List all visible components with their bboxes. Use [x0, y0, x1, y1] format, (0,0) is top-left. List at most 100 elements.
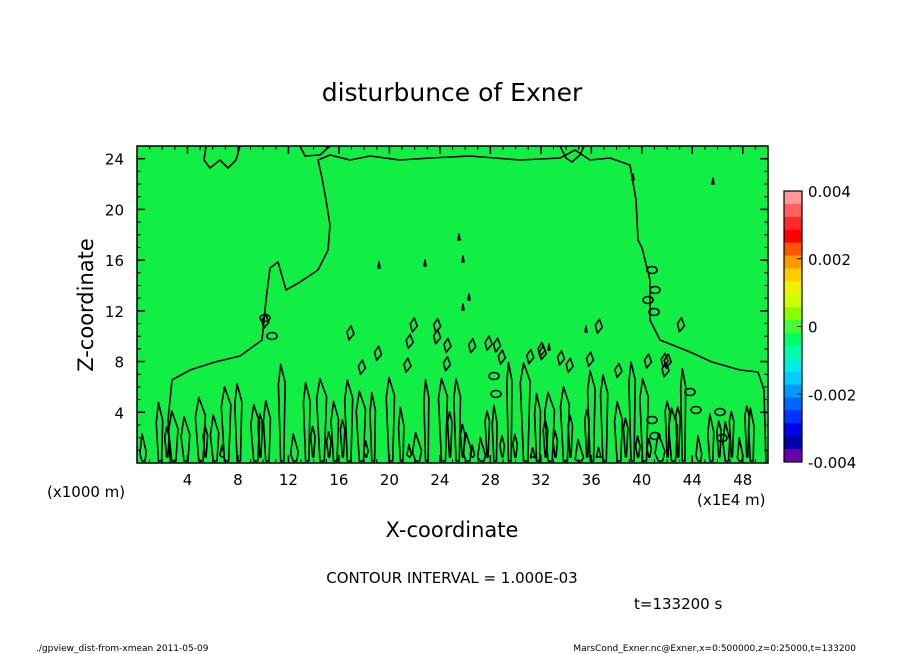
- colorbar-swatch: [784, 281, 802, 295]
- contour-cell: [459, 423, 466, 458]
- contour-cell: [559, 386, 571, 462]
- y-tick-label: 12: [105, 303, 124, 321]
- x-axis: 4 8 12 16 20 24 28 32 36 40 44 48: [149, 146, 756, 489]
- contour-ellipse: [714, 407, 726, 417]
- contour-cell: [462, 432, 473, 462]
- contour-cell: [491, 404, 498, 462]
- colorbar-swatch: [784, 436, 802, 450]
- contour-cell: [543, 391, 556, 462]
- contour-blob: [660, 352, 669, 369]
- contour-blob: [585, 351, 595, 367]
- contour-cell: [385, 376, 396, 462]
- contour-blob: [643, 353, 653, 369]
- contour-cell: [743, 405, 751, 458]
- x-tick-label: 16: [329, 471, 348, 489]
- contour-ellipse: [259, 313, 271, 323]
- contour-ellipse: [488, 371, 500, 381]
- colorbar-swatch: [784, 397, 802, 411]
- contour-cell: [139, 432, 147, 462]
- colorbar-swatch: [784, 410, 802, 424]
- contour-cell: [355, 390, 367, 462]
- contour-blob: [484, 335, 493, 351]
- contour-cell: [707, 413, 715, 462]
- contour-interval-text: CONTOUR INTERVAL = 1.000E-03: [326, 569, 577, 587]
- colorbar-swatch: [784, 332, 802, 347]
- x-tick-label: 32: [531, 471, 550, 489]
- contour-cell: [249, 403, 261, 462]
- contour-cell: [369, 391, 377, 462]
- contour-cell: [452, 378, 462, 462]
- colorbar-swatch: [784, 242, 802, 257]
- colorbar-swatch: [784, 449, 802, 463]
- contour-cell: [257, 412, 264, 458]
- contour-cell: [476, 436, 487, 462]
- y-axis-label: Z-coordinate: [74, 238, 98, 372]
- contour-blob: [443, 337, 452, 354]
- colorbar-swatch: [784, 423, 802, 437]
- contour-cell: [469, 444, 476, 458]
- contour-line: [299, 145, 331, 157]
- contour-cell: [302, 381, 311, 462]
- contour-ellipse: [684, 387, 696, 397]
- contour-cell: [155, 401, 164, 462]
- contour-ellipse: [266, 331, 278, 341]
- contour-mark: [377, 261, 381, 269]
- contour-blob: [346, 325, 355, 341]
- x-tick-label: 4: [183, 471, 193, 489]
- contour-blob: [442, 355, 452, 372]
- y-tick-label: 24: [105, 151, 124, 169]
- contour-cell: [529, 446, 536, 459]
- contour-mark: [584, 325, 588, 333]
- contour-blob: [260, 313, 270, 330]
- contour-ellipse: [649, 285, 661, 295]
- contour-cell: [674, 405, 681, 458]
- contour-cell: [595, 446, 602, 459]
- contour-cell: [202, 424, 209, 458]
- contour-blob: [525, 348, 535, 365]
- colorbar-swatch: [784, 320, 802, 334]
- x-tick-label: 12: [279, 471, 298, 489]
- contour-blob: [357, 359, 367, 376]
- contour-mark: [461, 303, 465, 311]
- contour-cell: [736, 437, 744, 462]
- contour-cell: [654, 432, 666, 462]
- contour-mark: [547, 343, 551, 351]
- contour-cell: [330, 400, 340, 462]
- x-tick-label: 8: [233, 471, 243, 489]
- contour-cell: [695, 434, 703, 462]
- colorbar-swatch: [784, 216, 802, 231]
- contour-blob: [403, 357, 412, 373]
- contour-line: [203, 145, 241, 169]
- contour-ellipse: [716, 433, 728, 443]
- contour-cell: [362, 440, 369, 458]
- contour-cell: [484, 410, 491, 458]
- colorbar: 0.004 0.002 0 -0.002 -0.004: [783, 183, 856, 472]
- contour-cell: [315, 377, 328, 462]
- contour-cell: [339, 419, 346, 458]
- footer-left: ./gpview_dist-from-xmean 2011-05-09: [36, 644, 209, 654]
- y-tick-label: 16: [105, 252, 124, 270]
- y-axis: 4 8 12 16 20 24: [105, 151, 768, 451]
- colorbar-tick-label: -0.004: [808, 454, 856, 472]
- y-tick-label: 20: [105, 201, 124, 219]
- contour-cell: [639, 378, 650, 462]
- contour-line: [559, 145, 585, 163]
- contour-cell: [262, 399, 272, 462]
- contour-ellipse: [648, 307, 660, 317]
- contour-cell: [722, 421, 731, 462]
- y-tick-label: 4: [114, 404, 124, 422]
- contour-cell: [437, 377, 449, 462]
- contour-cell: [194, 396, 207, 462]
- contour-blob: [409, 317, 419, 333]
- x-tick-label: 24: [430, 471, 449, 489]
- colorbar-tick-label: 0: [808, 319, 818, 337]
- contour-blob: [565, 357, 574, 374]
- x-tick-label: 44: [683, 471, 702, 489]
- contour-mark: [631, 173, 635, 181]
- contour-cell: [599, 374, 609, 462]
- contour-blob: [405, 333, 414, 350]
- contour-cell: [325, 430, 332, 458]
- contour-cell: [277, 363, 286, 462]
- contour-ellipse: [690, 405, 702, 415]
- contour-mark: [711, 177, 715, 185]
